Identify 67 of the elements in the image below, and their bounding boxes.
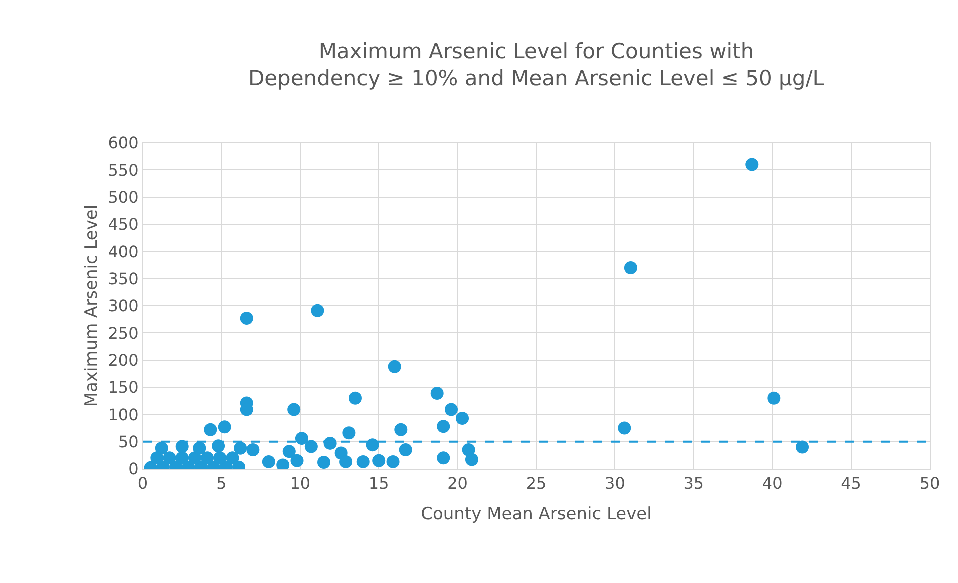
point [366, 438, 380, 452]
point [150, 452, 164, 465]
point [240, 312, 254, 325]
x-tick-label: 40 [762, 474, 783, 494]
y-tick-label: 500 [108, 188, 139, 207]
point [430, 386, 444, 400]
point [193, 442, 206, 455]
x-tick-label: 50 [920, 474, 940, 494]
point [204, 423, 218, 436]
y-tick-label: 250 [108, 324, 139, 343]
point [624, 261, 638, 274]
y-tick-label: 50 [118, 432, 139, 452]
y-tick-label: 550 [108, 160, 139, 180]
point [218, 420, 232, 434]
point [356, 455, 370, 468]
y-tick-label: 150 [108, 378, 139, 398]
y-tick-label: 600 [108, 134, 139, 153]
point [201, 452, 214, 465]
x-tick-label: 45 [841, 474, 862, 494]
point [437, 420, 450, 434]
point [234, 442, 248, 455]
x-tick-label: 25 [526, 474, 547, 494]
point [746, 158, 759, 172]
x-tick-label: 10 [290, 474, 311, 494]
point [386, 455, 400, 468]
point [437, 452, 450, 465]
point [768, 392, 781, 405]
point [618, 422, 632, 435]
point [342, 426, 356, 440]
point [311, 304, 324, 318]
y-axis-title: Maximum Arsenic Level [82, 204, 102, 408]
point [445, 403, 458, 416]
y-tick-label: 400 [108, 242, 139, 262]
point [372, 454, 386, 468]
chart-title: Maximum Arsenic Level for Counties with Dependency ≥ 10% and Mean Arsenic Level ≤ 50 µg/L [248, 39, 825, 91]
point [176, 452, 189, 465]
point [388, 360, 402, 374]
point [288, 403, 301, 416]
x-tick-label: 20 [448, 474, 468, 494]
x-tick-label: 15 [368, 474, 390, 494]
point [295, 432, 308, 446]
x-tick-label: 30 [605, 474, 626, 494]
point [226, 452, 240, 465]
point [188, 452, 202, 465]
point [465, 453, 478, 466]
point [246, 443, 260, 456]
x-axis-title: County Mean Arsenic Level [421, 504, 652, 525]
point [282, 445, 296, 458]
point [796, 440, 810, 454]
y-tick-label: 300 [108, 296, 139, 316]
x-tick-label: 5 [216, 474, 227, 494]
point [290, 454, 304, 468]
x-tick-label: 35 [684, 474, 704, 494]
point [163, 452, 176, 465]
point [394, 423, 408, 436]
y-tick-label: 200 [108, 350, 139, 370]
point [340, 455, 353, 468]
point [399, 443, 412, 456]
point [214, 452, 227, 465]
point [456, 412, 470, 425]
point [262, 455, 276, 468]
point [318, 456, 331, 469]
y-tick-label: 450 [108, 215, 139, 234]
point [348, 392, 362, 405]
y-tick-label: 0 [128, 460, 139, 479]
y-tick-label: 100 [108, 405, 139, 424]
y-tick-label: 350 [108, 269, 139, 288]
